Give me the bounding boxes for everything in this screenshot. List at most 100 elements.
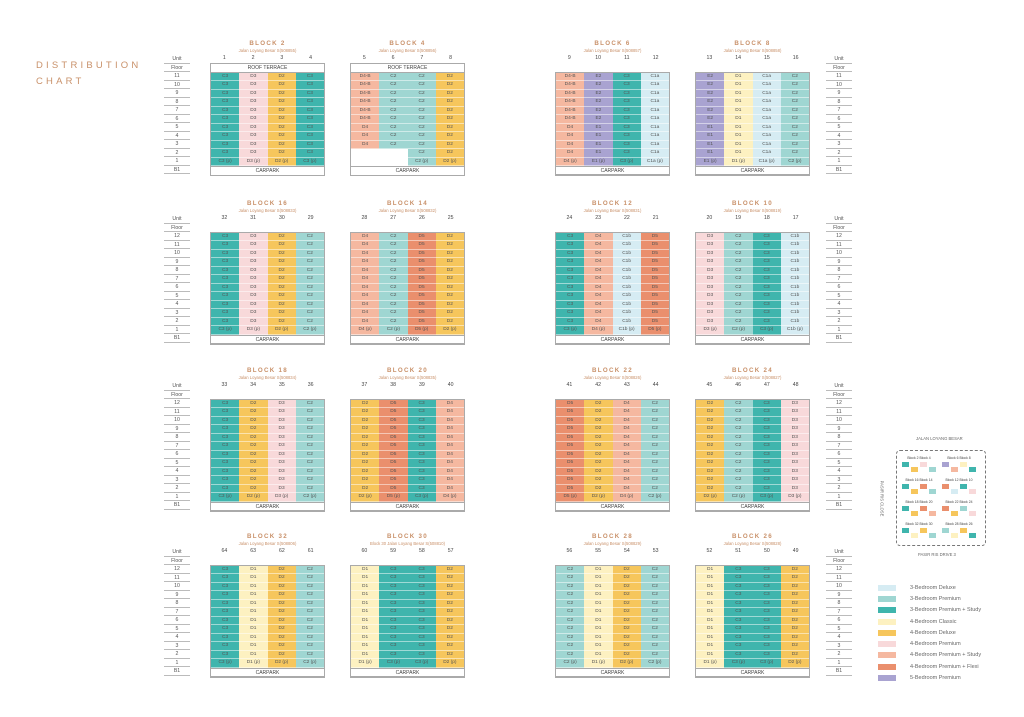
block-name: BLOCK 30 bbox=[387, 533, 428, 540]
unit-cell: E2 bbox=[696, 89, 725, 98]
unit-cell: D1 bbox=[584, 650, 613, 659]
legend-swatch bbox=[878, 584, 896, 591]
unit-cell: C3 (p) bbox=[407, 493, 436, 502]
unit-column: C1a C1a C1a C1a C1a C1a C1a C1a C1a C1a C1a (p) bbox=[752, 72, 781, 166]
unit-column: C3 C3 C3 C3 C3 C3 C3 C3 C3 C3 C3 C3 (p) bbox=[752, 565, 781, 668]
unit-cell: C3 bbox=[752, 442, 781, 451]
unit-number: 24 bbox=[566, 215, 573, 221]
legend-swatch bbox=[878, 663, 896, 670]
unit-cell: D2 bbox=[267, 650, 296, 659]
unit-cell: D1 bbox=[239, 608, 268, 617]
unit-cell: C2 bbox=[379, 309, 408, 318]
unit-cell: C3 bbox=[211, 625, 240, 634]
unit-cell: C2 bbox=[295, 459, 324, 468]
unit-cell: D2 bbox=[612, 591, 641, 600]
site-map-unit bbox=[942, 506, 949, 511]
unit-cell: C2 bbox=[407, 149, 436, 158]
unit-cell: C3 bbox=[211, 300, 240, 309]
unit-header-label: Unit bbox=[164, 382, 190, 391]
unit-cell: D2 bbox=[696, 425, 725, 434]
unit-cell: D1 bbox=[584, 565, 613, 574]
legend-label: 3-Bedroom Deluxe bbox=[910, 584, 956, 591]
unit-cell: D1 bbox=[696, 599, 725, 608]
unit-cell: C2 bbox=[379, 249, 408, 258]
unit-cell: D3 bbox=[239, 98, 268, 107]
unit-cell: D3 bbox=[239, 300, 268, 309]
unit-numbers: 33 34 35 36 bbox=[210, 381, 325, 390]
floor-number: 1 bbox=[826, 659, 852, 667]
unit-cell: D2 bbox=[696, 433, 725, 442]
unit-column: D1 D1 D1 D1 D1 D1 D1 D1 D1 D1 D1 D1 (p) bbox=[351, 565, 380, 668]
floor-number: 4 bbox=[164, 132, 190, 140]
unit-cell: D2 bbox=[267, 591, 296, 600]
unit-cell: D2 bbox=[239, 408, 268, 417]
unit-header-label: Unit bbox=[164, 215, 190, 224]
unit-cell: C3 bbox=[407, 416, 436, 425]
site-map-unit bbox=[902, 462, 909, 467]
block-6: BLOCK 6 Jalan Loyang Besar S(508857) 9 10 11… bbox=[555, 40, 670, 176]
unit-cell: C2 bbox=[640, 591, 669, 600]
floor-number: 6 bbox=[164, 115, 190, 123]
floor-number: 8 bbox=[164, 599, 190, 608]
unit-cell: D5 bbox=[640, 241, 669, 250]
unit-cell: D2 bbox=[435, 591, 464, 600]
floor-number: 9 bbox=[826, 425, 852, 433]
unit-cell: D2 bbox=[267, 582, 296, 591]
unit-cell: C3 bbox=[295, 123, 324, 132]
floor-number: 4 bbox=[826, 132, 852, 140]
unit-cell: D2 bbox=[780, 608, 809, 617]
unit-cell: D1 bbox=[724, 81, 753, 90]
unit-cell: C1a bbox=[752, 123, 781, 132]
unit-cell: C3 bbox=[752, 399, 781, 408]
unit-cell: D1 bbox=[724, 98, 753, 107]
unit-cell: D4 bbox=[351, 123, 380, 132]
unit-cell: D2 bbox=[267, 633, 296, 642]
unit-cell: C1b bbox=[612, 275, 641, 284]
unit-cell: E2 bbox=[696, 72, 725, 81]
floor-number: 3 bbox=[826, 642, 852, 650]
unit-cell: C2 bbox=[295, 484, 324, 493]
unit-cell: C3 (p) bbox=[211, 157, 240, 166]
unit-number: 41 bbox=[566, 382, 573, 388]
floor-number: 6 bbox=[826, 283, 852, 292]
unit-cell: C3 bbox=[211, 275, 240, 284]
site-map-unit bbox=[902, 528, 909, 533]
floor-number: 4 bbox=[164, 467, 190, 476]
floor-number: 7 bbox=[164, 275, 190, 283]
unit-cell: D2 bbox=[435, 582, 464, 591]
unit-cell: D5 bbox=[407, 232, 436, 241]
unit-cell: C2 bbox=[379, 275, 408, 284]
unit-cell: D1 bbox=[696, 565, 725, 574]
unit-cell: D4 bbox=[351, 283, 380, 292]
floor-number: 1 bbox=[826, 157, 852, 166]
roof-spacer bbox=[210, 223, 325, 232]
unit-cell: E1 bbox=[696, 140, 725, 149]
unit-cell: C3 bbox=[211, 292, 240, 301]
floor-number: 6 bbox=[826, 115, 852, 123]
unit-cell: D2 bbox=[780, 650, 809, 659]
unit-cell: C3 (p) bbox=[211, 326, 240, 335]
unit-cell: D3 bbox=[239, 123, 268, 132]
unit-cell: D2 bbox=[780, 599, 809, 608]
unit-cell: D3 bbox=[267, 459, 296, 468]
unit-cell: C2 bbox=[556, 582, 585, 591]
unit-cell: C2 bbox=[556, 574, 585, 583]
block-address: Jalan Loyang Besar S(508832) bbox=[378, 208, 437, 213]
unit-cell: C3 bbox=[752, 258, 781, 267]
unit-cell: D5 bbox=[379, 467, 408, 476]
unit-cell: C2 bbox=[295, 425, 324, 434]
unit-cell: D4 bbox=[435, 425, 464, 434]
floor-number: 6 bbox=[164, 616, 190, 625]
unit-cell: C3 bbox=[752, 650, 781, 659]
unit-cell: C3 bbox=[724, 608, 753, 617]
unit-cell: D2 bbox=[351, 467, 380, 476]
unit-cell: C3 bbox=[407, 599, 436, 608]
unit-cell: D5 bbox=[556, 476, 585, 485]
floor-number: 2 bbox=[826, 317, 852, 326]
unit-cell: D1 bbox=[351, 574, 380, 583]
unit-column: D4 D4 D4 D4 D4 D4 D4 D4 D4 D4 D4 D4 (p) bbox=[435, 399, 464, 502]
unit-column: D4 D4 D4 D4 D4 D4 D4 D4 D4 D4 D4 D4 (p) bbox=[351, 232, 380, 335]
unit-cell: C3 bbox=[724, 565, 753, 574]
unit-cell: C3 bbox=[211, 442, 240, 451]
unit-cell: C2 bbox=[640, 599, 669, 608]
